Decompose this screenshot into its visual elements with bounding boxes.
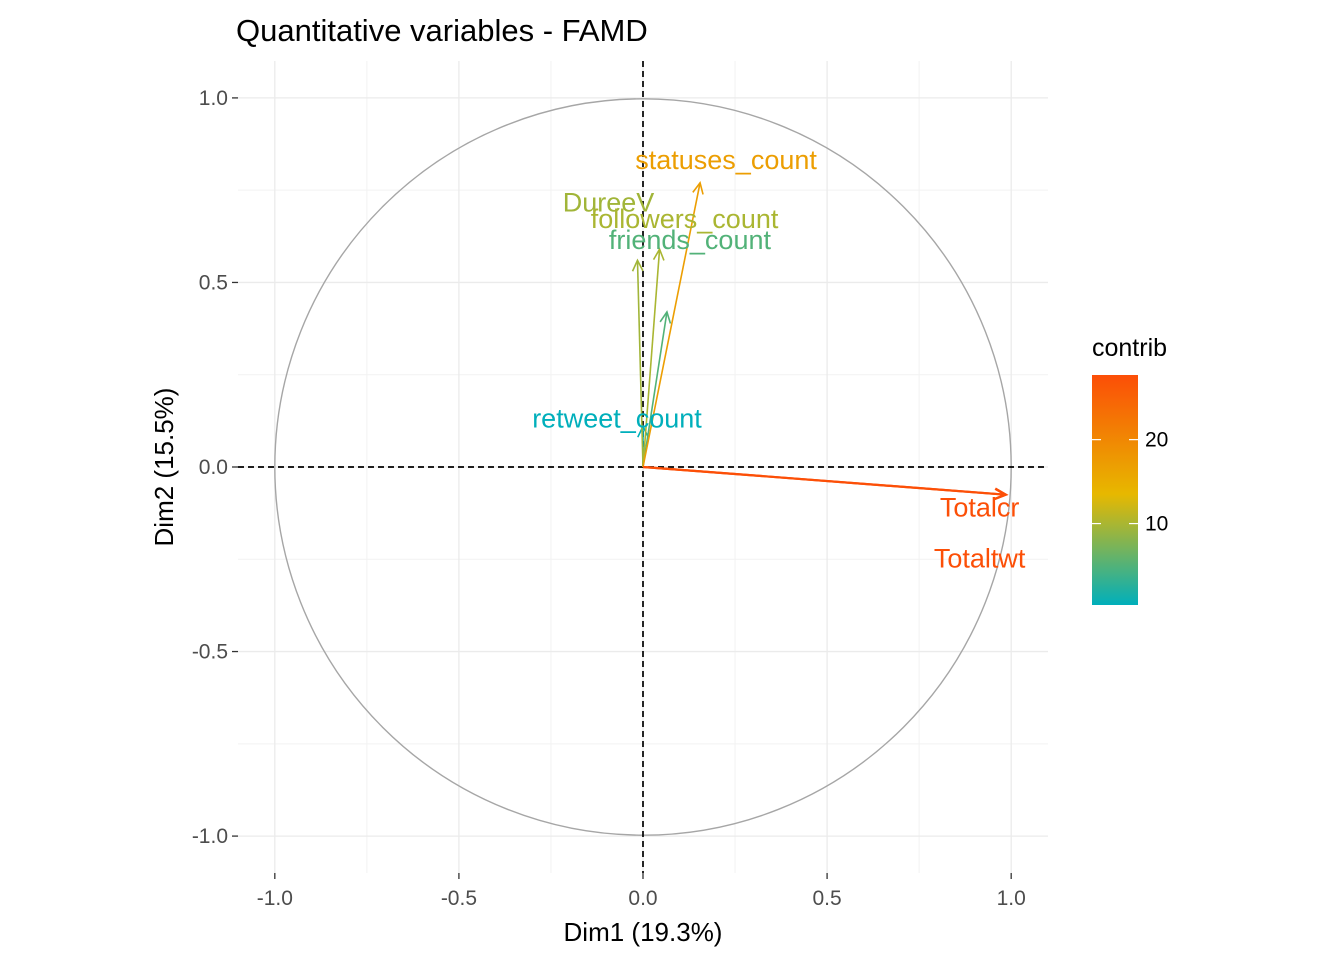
variable-label-dureev: DureeV — [563, 187, 655, 217]
legend-colorbar — [1092, 375, 1138, 605]
arrow-followers-count — [642, 249, 661, 468]
arrow-friends-count — [642, 311, 668, 468]
arrow-head-statuses-count — [692, 180, 704, 195]
y-tick-label: -1.0 — [192, 825, 228, 848]
variable-arrows — [631, 180, 1009, 501]
x-axis-title: Dim1 (19.3%) — [564, 917, 723, 947]
x-axis-ticks: -1.0 -0.5 0.0 0.5 1.0 — [257, 873, 1026, 910]
y-tick-label: 0.5 — [199, 271, 228, 294]
arrow-dureev — [636, 260, 644, 468]
arrow-statuses-count — [642, 182, 701, 468]
arrow-head-dureev — [631, 258, 644, 272]
arrow-head-friends-count — [659, 310, 672, 324]
y-tick-label: 1.0 — [199, 87, 228, 110]
variable-label-friends-count: friends_count — [609, 225, 772, 255]
chart-title: Quantitative variables - FAMD — [236, 13, 648, 48]
legend: contrib 10 20 — [1092, 334, 1168, 605]
y-tick-label: 0.0 — [199, 456, 228, 479]
legend-ticks: 10 20 — [1092, 429, 1168, 536]
variable-label-retweet-count: retweet_count — [532, 403, 702, 433]
arrow-totaltwt — [642, 465, 1006, 496]
x-tick-label: -1.0 — [257, 887, 293, 910]
variable-labels: retweet_count friends_count DureeVfollower… — [532, 145, 1026, 574]
y-tick-label: -0.5 — [192, 641, 228, 664]
variable-label-followers-count: followers_count — [591, 204, 779, 234]
y-axis-title: Dim2 (15.5%) — [149, 388, 179, 547]
variable-label-totalcr: Totalcr — [940, 493, 1020, 523]
legend-tick-label: 10 — [1145, 513, 1168, 536]
x-tick-label: 0.0 — [628, 887, 657, 910]
arrow-head-followers-count — [652, 247, 665, 261]
x-tick-label: -0.5 — [441, 887, 477, 910]
arrow-head-retweet-count — [637, 424, 649, 438]
variable-label-totaltwt: Totaltwt — [934, 544, 1026, 574]
x-tick-label: 0.5 — [812, 887, 841, 910]
x-tick-label: 1.0 — [997, 887, 1026, 910]
legend-tick-label: 20 — [1145, 429, 1168, 452]
legend-title: contrib — [1092, 334, 1167, 362]
arrow-head-totaltwt — [994, 487, 1009, 501]
variable-label-statuses-count: statuses_count — [635, 145, 817, 175]
y-axis-ticks: -1.0 -0.5 0.0 0.5 1.0 — [192, 87, 238, 848]
